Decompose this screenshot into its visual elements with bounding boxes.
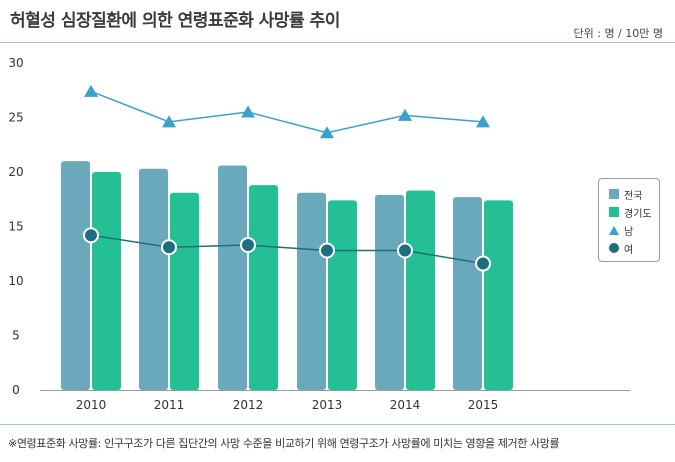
x-tick-label: 2012: [233, 398, 264, 412]
bar-gyeonggi: [249, 185, 278, 390]
bar-national: [375, 194, 404, 390]
y-tick-label: 0: [12, 383, 20, 397]
y-tick-label: 10: [8, 274, 23, 288]
x-tick-label: 2015: [468, 398, 499, 412]
line-female: [90, 234, 484, 265]
y-tick-label: 15: [8, 220, 23, 234]
footer-divider: [0, 424, 675, 425]
bar-national: [453, 197, 482, 390]
marker-female: [397, 242, 413, 259]
marker-female: [240, 237, 256, 254]
marker-male: [320, 126, 334, 139]
x-tick-label: 2013: [312, 398, 343, 412]
marker-female: [319, 242, 335, 259]
bar-gyeonggi: [328, 200, 357, 390]
chart-title: 허혈성 심장질환에 의한 연령표준화 사망률 추이: [10, 11, 340, 31]
legend-label-female: 여: [624, 244, 634, 256]
x-tick-label: 2014: [390, 398, 421, 412]
bar-national: [218, 165, 247, 390]
legend-item-female: 여: [609, 239, 659, 257]
triangle-icon: [609, 225, 619, 235]
legend: 전국 경기도 남 여: [598, 178, 660, 262]
legend-item-national: 전국: [609, 185, 659, 203]
marker-male: [162, 115, 176, 128]
marker-female: [83, 227, 99, 244]
y-tick-label: 30: [8, 56, 23, 70]
x-tick-label: 2010: [76, 398, 107, 412]
bar-gyeonggi: [406, 190, 435, 390]
legend-item-gyeonggi: 경기도: [609, 203, 659, 221]
legend-item-male: 남: [609, 221, 659, 239]
y-axis: 0 5 10 15 20 25 30: [8, 56, 23, 397]
y-tick-label: 25: [8, 111, 23, 125]
legend-swatch-national: [609, 189, 619, 199]
unit-label: 단위 : 명 / 10만 명: [573, 27, 664, 40]
x-tick-label: 2011: [154, 398, 185, 412]
legend-label-national: 전국: [624, 190, 643, 202]
bar-gyeonggi: [170, 192, 199, 390]
marker-male: [84, 84, 98, 97]
bar-national: [139, 168, 168, 390]
x-axis: 2010 2011 2012 2013 2014 2015: [40, 390, 630, 412]
bar-gyeonggi: [484, 200, 513, 390]
lines: [83, 84, 491, 272]
y-tick-label: 20: [8, 165, 23, 179]
circle-icon: [609, 243, 619, 253]
marker-female: [161, 239, 177, 256]
y-tick-label: 5: [12, 329, 20, 343]
bar-gyeonggi: [92, 172, 121, 390]
marker-female: [475, 255, 491, 272]
bar-national: [61, 161, 90, 390]
bar-national: [297, 192, 326, 390]
header-divider: [0, 42, 675, 43]
marker-male: [398, 108, 412, 121]
marker-male: [476, 115, 490, 128]
line-male: [90, 90, 484, 134]
bars: [61, 161, 513, 390]
legend-swatch-gyeonggi: [609, 207, 619, 217]
legend-label-male: 남: [624, 226, 634, 238]
legend-label-gyeonggi: 경기도: [624, 208, 652, 220]
footnote: ※연령표준화 사망률: 인구구조가 다른 집단간의 사망 수준을 비교하기 위해…: [8, 437, 560, 450]
marker-male: [241, 105, 255, 118]
